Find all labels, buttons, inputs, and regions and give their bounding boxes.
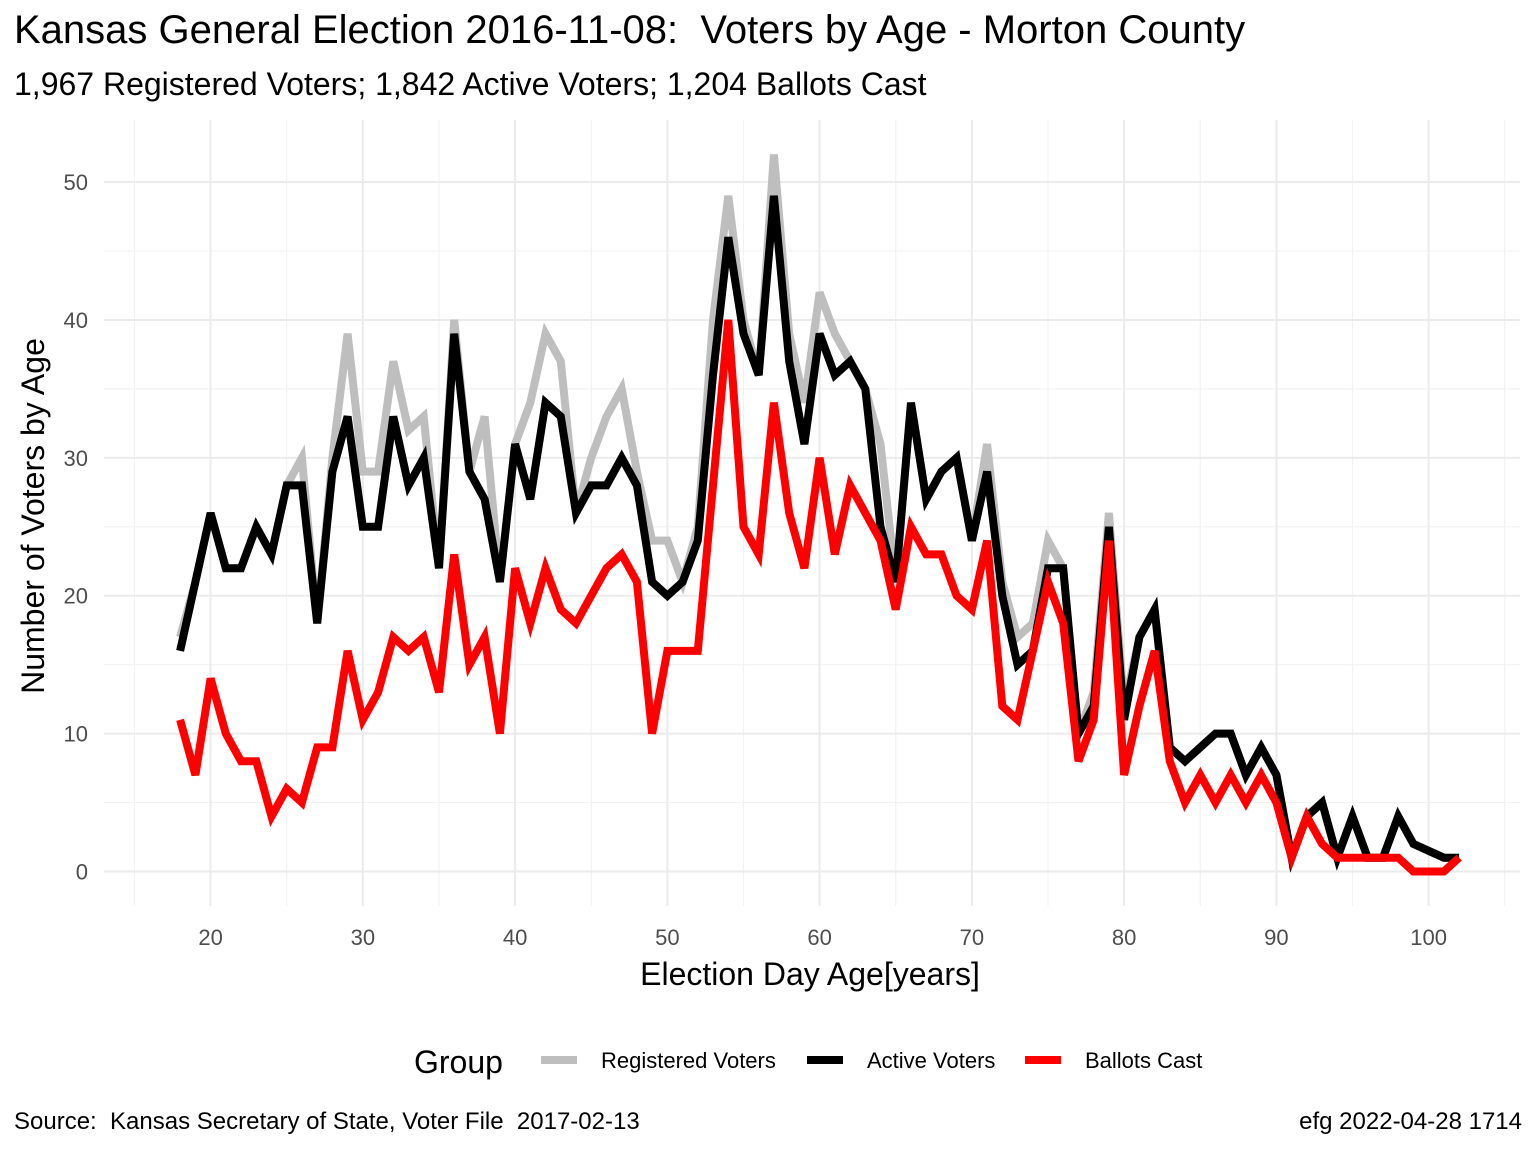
chart-subtitle: 1,967 Registered Voters; 1,842 Active Vo… bbox=[14, 66, 927, 102]
y-tick-label: 0 bbox=[76, 860, 88, 885]
series-line-ballots-cast bbox=[176, 319, 1462, 876]
y-axis-title: Number of Voters by Age bbox=[15, 338, 51, 694]
y-tick-label: 20 bbox=[64, 584, 88, 609]
legend-title: Group bbox=[414, 1044, 503, 1080]
chart-title: Kansas General Election 2016-11-08: Vote… bbox=[14, 8, 1246, 52]
y-tick-label: 40 bbox=[64, 308, 88, 333]
x-tick-label: 70 bbox=[960, 925, 984, 950]
x-tick-label: 100 bbox=[1410, 925, 1447, 950]
series-line-active-voters bbox=[176, 195, 1460, 873]
y-axis-ticks: 0 10 20 30 40 50 bbox=[64, 170, 88, 884]
x-tick-label: 40 bbox=[503, 925, 527, 950]
author-caption: efg 2022-04-28 1714 bbox=[1299, 1108, 1522, 1135]
x-tick-label: 20 bbox=[198, 925, 222, 950]
x-axis-title: Election Day Age[years] bbox=[640, 956, 980, 992]
x-tick-label: 80 bbox=[1112, 925, 1136, 950]
x-tick-label: 60 bbox=[807, 925, 831, 950]
series-lines bbox=[176, 154, 1462, 876]
legend-label-registered-voters: Registered Voters bbox=[601, 1048, 776, 1073]
y-tick-label: 50 bbox=[64, 170, 88, 195]
y-tick-label: 30 bbox=[64, 446, 88, 471]
legend-label-active-voters: Active Voters bbox=[867, 1048, 995, 1073]
x-tick-label: 90 bbox=[1264, 925, 1288, 950]
legend: Group Registered Voters Active Voters Ball… bbox=[414, 1044, 1202, 1080]
x-axis-ticks: 20 30 40 50 60 70 80 90 100 bbox=[198, 925, 1447, 950]
x-tick-label: 50 bbox=[655, 925, 679, 950]
legend-label-ballots-cast: Ballots Cast bbox=[1085, 1048, 1202, 1073]
source-caption: Source: Kansas Secretary of State, Voter… bbox=[14, 1108, 640, 1135]
x-tick-label: 30 bbox=[351, 925, 375, 950]
y-tick-label: 10 bbox=[64, 722, 88, 747]
